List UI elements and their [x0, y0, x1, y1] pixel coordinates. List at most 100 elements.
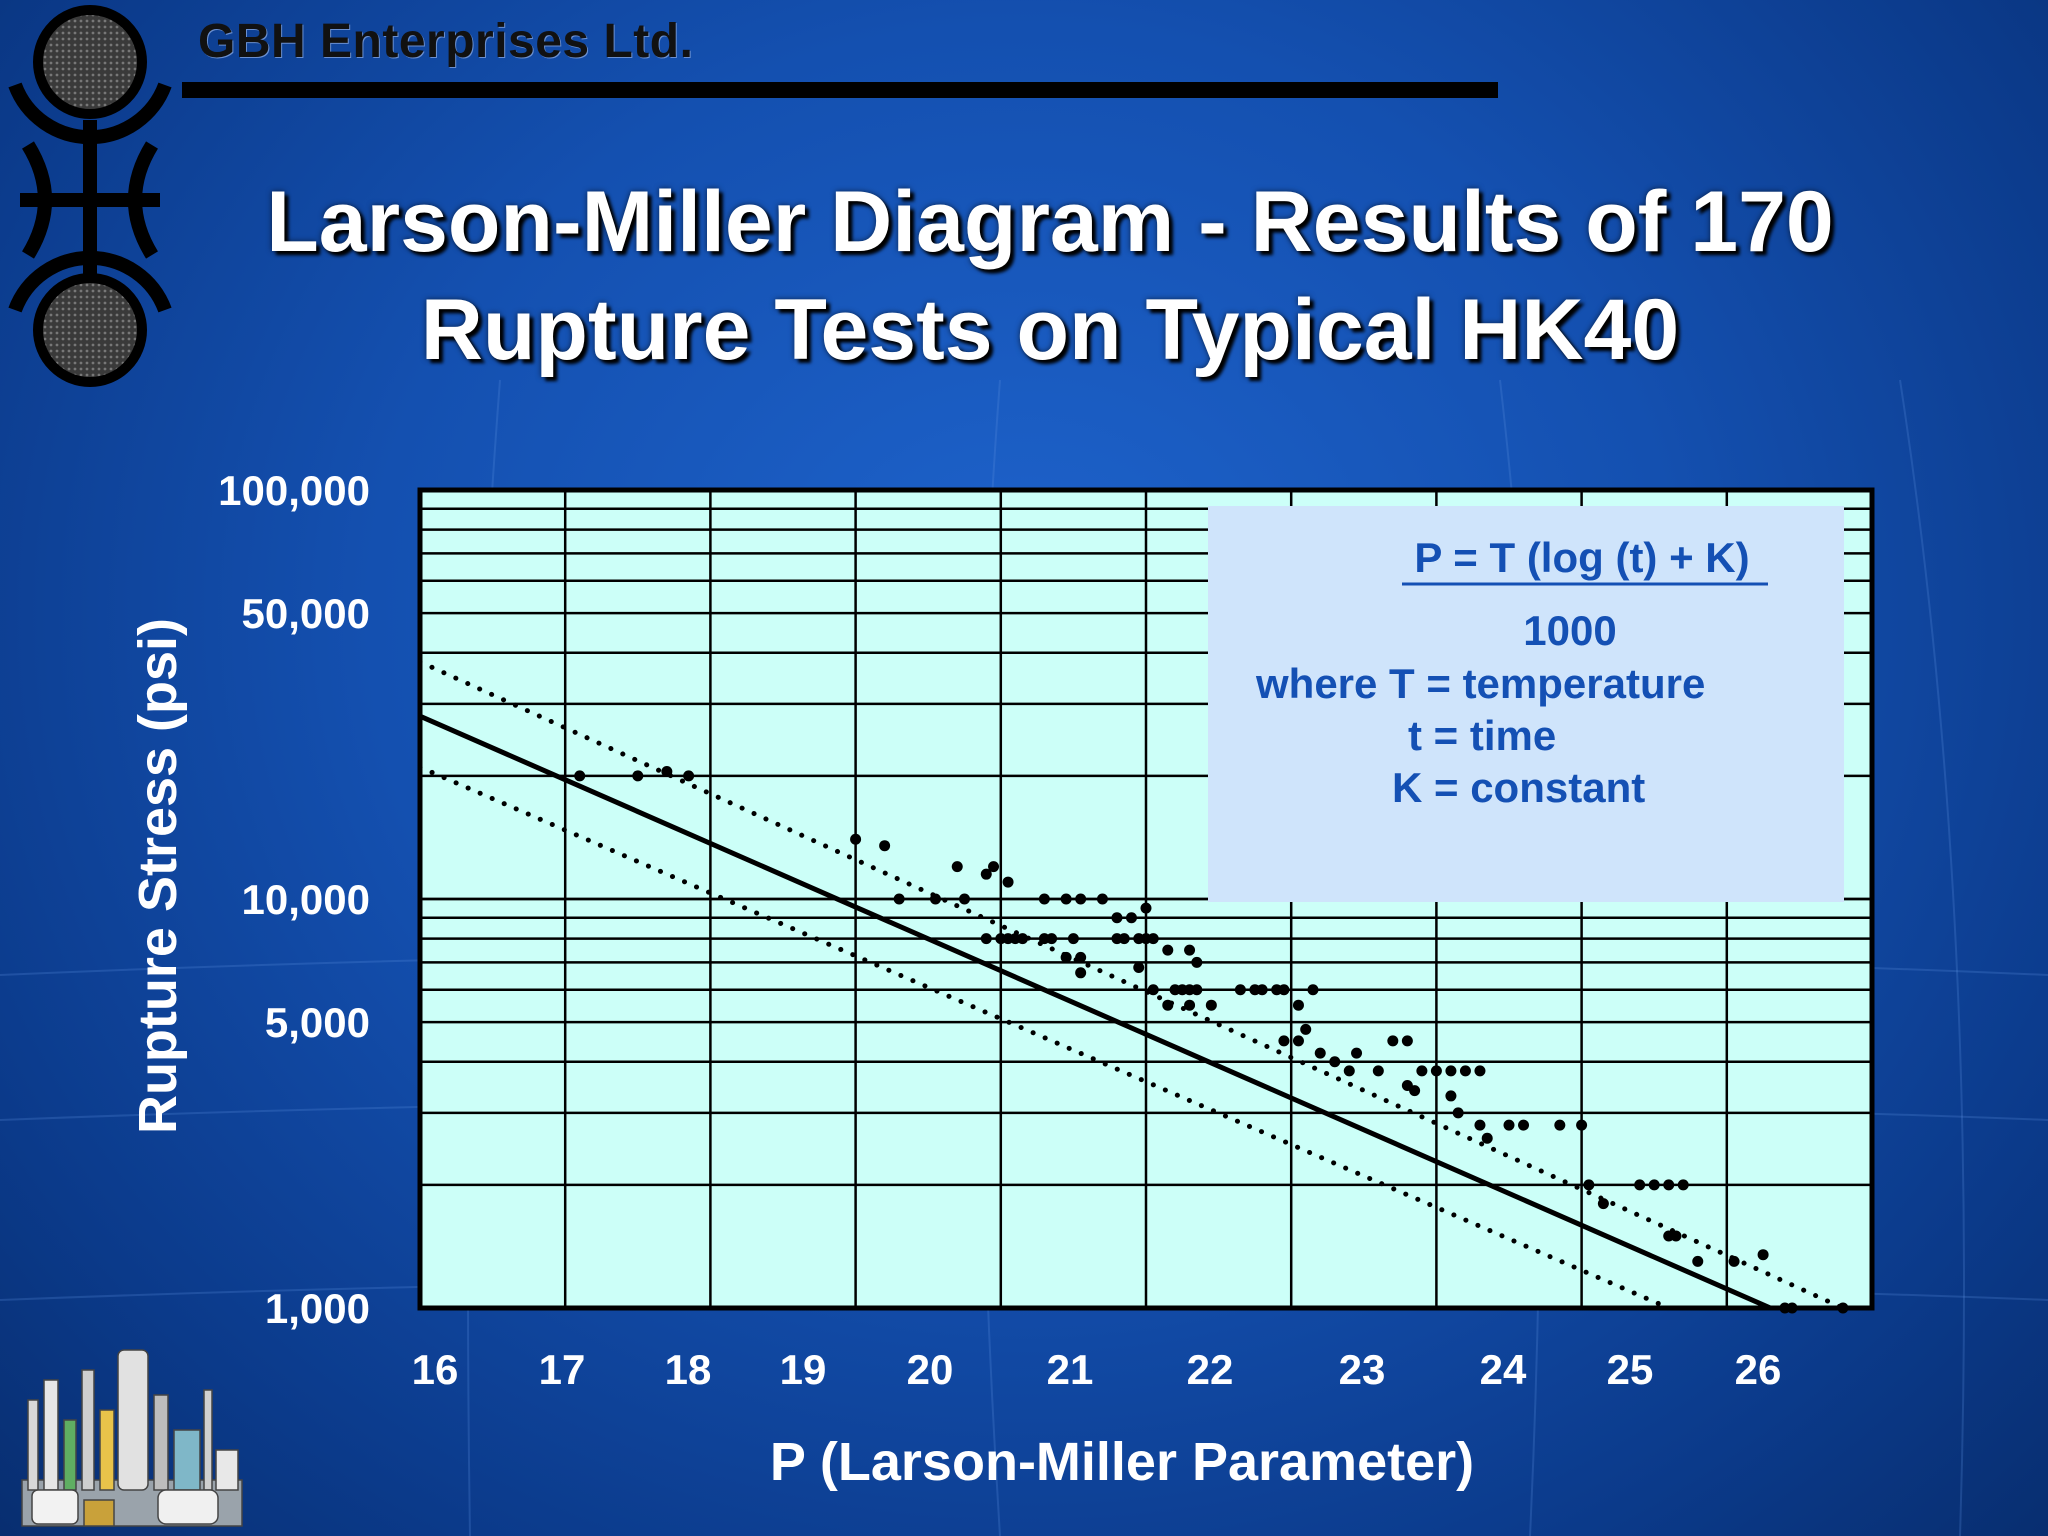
- data-point: [661, 765, 673, 777]
- data-point: [1256, 984, 1268, 996]
- data-point: [1459, 1065, 1471, 1077]
- company-name: GBH Enterprises Ltd.: [198, 15, 694, 68]
- title-line-2: Rupture Tests on Typical HK40: [420, 282, 1680, 378]
- data-point: [1416, 1065, 1428, 1077]
- upper-scatter-band: [420, 659, 1846, 1308]
- data-point: [929, 893, 941, 905]
- title-line-1: Larson-Miller Diagram - Results of 170: [266, 174, 1834, 270]
- data-point: [1314, 1047, 1326, 1059]
- data-point: [1075, 951, 1087, 963]
- data-point: [1184, 999, 1196, 1011]
- data-point: [683, 770, 695, 782]
- data-point: [1184, 944, 1196, 956]
- data-point: [980, 868, 992, 880]
- data-point: [1343, 1065, 1355, 1077]
- data-point: [951, 861, 963, 873]
- data-point: [1060, 951, 1072, 963]
- legend-denominator: 1000: [1523, 607, 1616, 654]
- data-point: [1147, 933, 1159, 945]
- data-point: [1677, 1179, 1689, 1191]
- x-axis-label: P (Larson-Miller Parameter): [770, 1432, 1474, 1492]
- y-axis-label: Rupture Stress (psi): [128, 618, 188, 1134]
- data-point: [1140, 902, 1152, 914]
- data-point: [1002, 876, 1014, 888]
- data-point: [1474, 1119, 1486, 1131]
- x-tick-label: 21: [1047, 1346, 1094, 1393]
- lower-scatter-band: [420, 764, 1672, 1308]
- data-point: [1634, 1179, 1646, 1191]
- data-point: [1234, 984, 1246, 996]
- data-point: [850, 833, 862, 845]
- data-point: [1481, 1132, 1493, 1144]
- data-point: [1401, 1035, 1413, 1047]
- header-divider: [182, 82, 1498, 98]
- data-point: [1329, 1056, 1341, 1068]
- data-point: [988, 861, 1000, 873]
- data-point: [1728, 1255, 1740, 1267]
- data-point: [1017, 933, 1029, 945]
- data-point: [893, 893, 905, 905]
- data-point: [1648, 1179, 1660, 1191]
- data-point: [1292, 1035, 1304, 1047]
- data-point: [1278, 1035, 1290, 1047]
- data-point: [1692, 1255, 1704, 1267]
- data-points: [574, 765, 1849, 1314]
- data-point: [1046, 933, 1058, 945]
- x-tick-label: 25: [1607, 1346, 1654, 1393]
- legend-formula: P = T (log (t) + K): [1414, 534, 1749, 581]
- data-point: [1663, 1179, 1675, 1191]
- data-point: [1125, 912, 1137, 924]
- x-tick-label: 17: [539, 1346, 586, 1393]
- data-point: [632, 770, 644, 782]
- data-point: [1503, 1119, 1515, 1131]
- gbh-logo-icon: [8, 5, 172, 387]
- data-point: [1162, 944, 1174, 956]
- data-point: [1300, 1023, 1312, 1035]
- x-tick-label: 18: [665, 1346, 712, 1393]
- mean-trend-line: [420, 713, 1773, 1308]
- data-point: [1583, 1179, 1595, 1191]
- data-point: [980, 933, 992, 945]
- x-tick-label: 22: [1187, 1346, 1234, 1393]
- data-point: [1191, 984, 1203, 996]
- data-point: [1118, 933, 1130, 945]
- data-point: [879, 840, 891, 852]
- data-point: [1372, 1065, 1384, 1077]
- data-point: [1518, 1119, 1530, 1131]
- data-point: [1292, 999, 1304, 1011]
- data-point: [1576, 1119, 1588, 1131]
- data-point: [1387, 1035, 1399, 1047]
- data-point: [1111, 912, 1123, 924]
- data-point: [1162, 999, 1174, 1011]
- legend-where-line: where T = temperature: [1255, 660, 1705, 707]
- plot-border: [417, 487, 1875, 1311]
- data-point: [1409, 1085, 1421, 1097]
- data-point: [1096, 893, 1108, 905]
- data-point: [1554, 1119, 1566, 1131]
- data-point: [1445, 1065, 1457, 1077]
- data-point: [1067, 933, 1079, 945]
- data-point: [1597, 1198, 1609, 1210]
- data-point: [1075, 893, 1087, 905]
- x-tick-label: 24: [1480, 1346, 1527, 1393]
- data-point: [1147, 984, 1159, 996]
- data-point: [1351, 1047, 1363, 1059]
- y-tick-label: 100,000: [218, 467, 370, 514]
- data-point: [1278, 984, 1290, 996]
- legend-box: [1208, 506, 1844, 902]
- y-tick-label: 1,000: [265, 1285, 370, 1332]
- data-point: [1191, 956, 1203, 968]
- data-point: [1670, 1230, 1682, 1242]
- data-point: [574, 770, 586, 782]
- data-point: [1307, 984, 1319, 996]
- data-point: [1430, 1065, 1442, 1077]
- legend-where-line: K = constant: [1392, 764, 1645, 811]
- data-point: [1474, 1065, 1486, 1077]
- y-tick-label: 5,000: [265, 999, 370, 1046]
- x-tick-label: 23: [1339, 1346, 1386, 1393]
- x-tick-label: 19: [780, 1346, 827, 1393]
- y-tick-label: 10,000: [242, 876, 370, 923]
- data-point: [959, 893, 970, 905]
- x-tick-label: 16: [412, 1346, 459, 1393]
